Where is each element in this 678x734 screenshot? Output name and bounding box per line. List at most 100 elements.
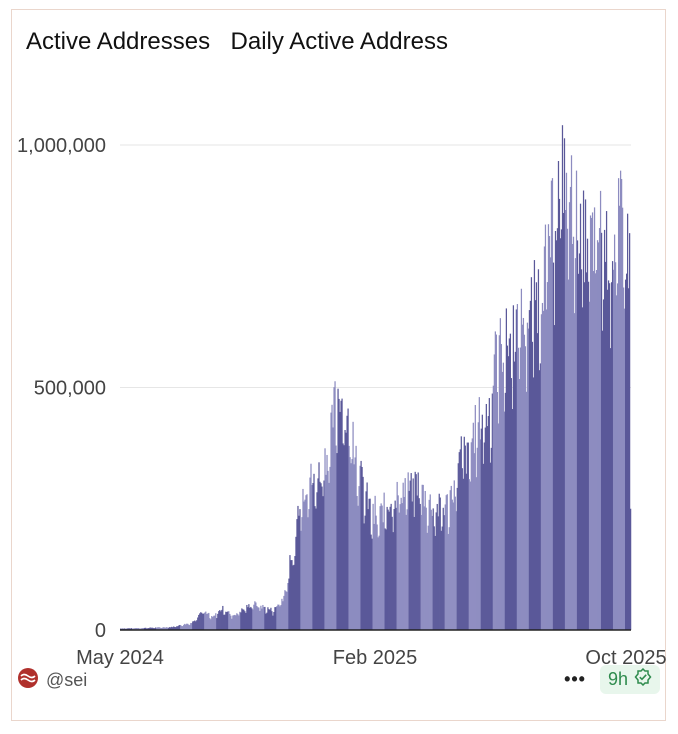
- bar: [509, 333, 512, 630]
- bar: [521, 324, 524, 630]
- bar: [372, 503, 374, 630]
- bar: [538, 370, 541, 630]
- bar: [461, 468, 463, 630]
- bar: [360, 460, 362, 630]
- bar: [502, 362, 504, 630]
- bar: [261, 608, 263, 630]
- bar: [426, 532, 428, 630]
- bar: [256, 605, 258, 630]
- bar: [321, 486, 323, 630]
- bar: [247, 607, 249, 630]
- bar: [270, 607, 272, 630]
- bar: [310, 463, 312, 630]
- bar: [501, 371, 503, 630]
- bar: [534, 300, 537, 630]
- source-handle[interactable]: @sei: [46, 670, 88, 690]
- bar: [174, 626, 176, 630]
- bar: [472, 422, 474, 630]
- bar: [353, 464, 355, 630]
- bar: [275, 607, 277, 630]
- bar: [596, 240, 599, 630]
- bar: [238, 615, 240, 630]
- bar: [332, 427, 334, 630]
- bar: [364, 515, 366, 630]
- bar: [380, 503, 382, 630]
- bar: [244, 611, 246, 630]
- bars: [120, 125, 632, 631]
- bar: [524, 346, 527, 630]
- freshness-badge[interactable]: 9h: [599, 665, 660, 694]
- bar: [366, 482, 368, 630]
- bar: [563, 138, 566, 631]
- bar: [579, 203, 582, 631]
- bar: [340, 400, 342, 630]
- bar: [516, 304, 519, 630]
- bar: [401, 503, 403, 630]
- bar: [294, 556, 296, 630]
- bar: [503, 411, 505, 630]
- bar: [161, 627, 163, 630]
- bar: [506, 345, 509, 630]
- bar: [512, 305, 515, 630]
- bar: [258, 607, 260, 630]
- bar: [572, 236, 575, 631]
- bar: [570, 155, 573, 631]
- bar: [551, 178, 554, 631]
- bar: [471, 438, 473, 630]
- bar: [457, 463, 459, 630]
- bar: [331, 404, 333, 630]
- more-options-button[interactable]: •••: [564, 669, 586, 689]
- bar: [564, 210, 567, 630]
- bar: [158, 627, 160, 630]
- bar: [318, 462, 320, 630]
- bar: [243, 609, 245, 630]
- bar: [389, 506, 391, 630]
- bar: [545, 309, 548, 630]
- bar: [528, 310, 531, 630]
- bar: [128, 628, 130, 630]
- bar: [168, 627, 170, 630]
- bar: [217, 613, 219, 630]
- bar: [451, 499, 453, 630]
- bar: [594, 273, 597, 630]
- bar: [277, 604, 279, 630]
- bar: [411, 501, 413, 630]
- bar: [428, 499, 430, 630]
- bar: [390, 503, 392, 630]
- bar: [281, 598, 283, 630]
- bar: [422, 484, 424, 630]
- bar: [508, 338, 511, 630]
- bar: [327, 470, 329, 630]
- bar: [333, 387, 335, 630]
- bar: [601, 330, 604, 630]
- bar: [627, 288, 630, 630]
- bar: [339, 411, 341, 630]
- bar: [176, 626, 178, 630]
- bar: [255, 602, 257, 630]
- bar: [455, 511, 457, 630]
- bar: [319, 481, 321, 630]
- bar: [359, 465, 361, 630]
- bar: [552, 262, 555, 630]
- bar: [322, 496, 324, 630]
- bar: [227, 611, 229, 630]
- bar: [234, 614, 236, 630]
- bar: [436, 503, 438, 630]
- bar: [136, 628, 138, 630]
- bar: [397, 495, 399, 630]
- bar: [531, 341, 534, 630]
- bar: [276, 606, 278, 630]
- bar: [460, 436, 462, 630]
- bar: [439, 497, 441, 630]
- bar: [334, 381, 336, 630]
- bar: [146, 628, 148, 630]
- bar: [260, 605, 262, 630]
- bar: [463, 436, 465, 630]
- bar: [355, 445, 357, 630]
- bar: [540, 314, 543, 630]
- bar: [574, 258, 577, 630]
- source-attribution[interactable]: @sei: [18, 668, 87, 693]
- bar: [586, 238, 589, 630]
- bar: [441, 526, 443, 630]
- bar: [190, 623, 192, 630]
